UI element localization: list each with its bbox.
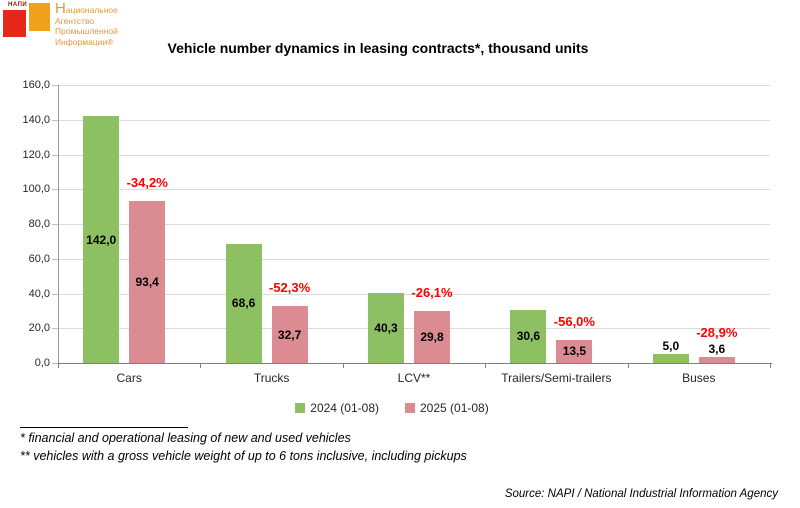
y-axis-label: 40,0	[28, 287, 50, 300]
y-axis-tick	[52, 328, 58, 330]
category-label: Trailers/Semi-trailers	[501, 371, 612, 385]
bar-2025-01-08-trucks	[271, 306, 308, 363]
bar-value-label: 13,5	[562, 344, 587, 359]
logo-red-square	[3, 10, 26, 37]
x-axis-tick	[342, 363, 344, 368]
bar-value-label: 40,3	[374, 320, 398, 335]
footnote-divider	[20, 427, 188, 428]
y-axis-label: 160,0	[22, 79, 50, 91]
bar-value-label: 32,7	[277, 327, 302, 342]
category-label: Buses	[682, 371, 716, 385]
bar-value-label: 29,8	[420, 330, 444, 345]
change-percent-label: -26,1%	[411, 285, 453, 301]
legend-item-2024-01-08: 2024 (01-08)	[295, 401, 379, 415]
x-axis-tick	[770, 363, 771, 368]
y-axis-tick	[52, 119, 58, 121]
x-axis-tick	[485, 363, 487, 368]
y-axis-tick	[52, 85, 58, 86]
x-axis-tick	[627, 363, 629, 368]
y-axis-tick	[52, 189, 58, 191]
y-axis-tick	[52, 293, 58, 295]
footnote-1: * financial and operational leasing of n…	[20, 431, 351, 445]
category-label: Cars	[116, 371, 142, 385]
legend-label: 2024 (01-08)	[310, 401, 379, 415]
y-axis-line	[58, 85, 59, 363]
legend-label: 2025 (01-08)	[420, 401, 489, 415]
source-caption: Source: NAPI / National Industrial Infor…	[504, 488, 778, 500]
y-axis-label: 0,0	[34, 357, 50, 369]
bar-value-label: 3,6	[708, 341, 726, 356]
legend-item-2025-01-08: 2025 (01-08)	[405, 401, 489, 415]
gridline	[58, 189, 770, 191]
gridline	[58, 154, 770, 156]
logo-orange-square	[29, 3, 50, 31]
bar-2025-01-08-buses	[698, 356, 735, 363]
gridline	[58, 224, 770, 225]
y-axis-tick	[52, 224, 58, 225]
bar-2025-01-08-lcv	[414, 311, 450, 363]
x-axis-tick	[58, 363, 59, 368]
y-axis-tick	[52, 154, 58, 156]
y-axis-label: 140,0	[22, 113, 50, 126]
x-axis-line	[58, 363, 772, 364]
bar-2024-01-08-cars	[83, 116, 120, 363]
napi-logo: НАПИ Национальное Агентство Промышленной…	[0, 0, 210, 62]
category-label: LCV**	[397, 371, 431, 385]
y-axis-label: 120,0	[22, 148, 50, 161]
chart-title: Vehicle number dynamics in leasing contr…	[167, 40, 589, 56]
gridline	[58, 119, 770, 121]
legend-swatch	[405, 403, 415, 413]
chart-legend: 2024 (01-08) 2025 (01-08)	[0, 401, 784, 415]
bar-2024-01-08-buses	[652, 354, 689, 363]
agency-name-line: Национальное	[55, 1, 118, 16]
agency-name-line: Агентство	[55, 15, 95, 26]
napi-agency-name: Национальное Агентство Промышленной Инфо…	[55, 1, 118, 47]
category-label: Trucks	[253, 371, 290, 385]
footnote-2: ** vehicles with a gross vehicle weight …	[20, 449, 467, 463]
y-axis-label: 100,0	[22, 183, 50, 196]
bar-value-label: 93,4	[135, 274, 159, 289]
legend-swatch	[295, 403, 306, 413]
agency-name-line1-rest: ациональное	[65, 5, 118, 15]
change-percent-label: -34,2%	[126, 174, 168, 190]
gridline	[58, 293, 770, 295]
bar-2025-01-08-cars	[129, 200, 166, 363]
change-percent-label: -28,9%	[696, 324, 738, 340]
bar-2025-01-08-trailers-semi-trailers	[556, 339, 593, 363]
gridline	[58, 85, 770, 86]
y-axis-tick	[52, 258, 58, 260]
y-axis-label: 60,0	[28, 252, 50, 265]
napi-wordmark: НАПИ	[8, 2, 28, 8]
agency-name-dropcap: Н	[55, 0, 66, 17]
bar-2024-01-08-lcv	[368, 292, 404, 363]
agency-name-line: Промышленной	[55, 26, 118, 36]
x-axis-tick	[200, 363, 202, 368]
change-percent-label: -52,3%	[268, 280, 311, 296]
y-axis-label: 80,0	[28, 218, 50, 230]
bar-value-label: 30,6	[516, 329, 541, 344]
agency-name-line: Информации®	[55, 36, 114, 47]
y-axis-tick	[52, 363, 58, 364]
bar-value-label: 68,6	[231, 296, 256, 311]
change-percent-label: -56,0%	[553, 313, 595, 329]
gridline	[58, 258, 770, 260]
y-axis-label: 20,0	[28, 322, 50, 335]
bar-value-label: 142,0	[86, 232, 117, 247]
bar-2024-01-08-trucks	[225, 243, 262, 363]
bar-value-label: 5,0	[662, 339, 680, 354]
bar-2024-01-08-trailers-semi-trailers	[510, 309, 547, 363]
